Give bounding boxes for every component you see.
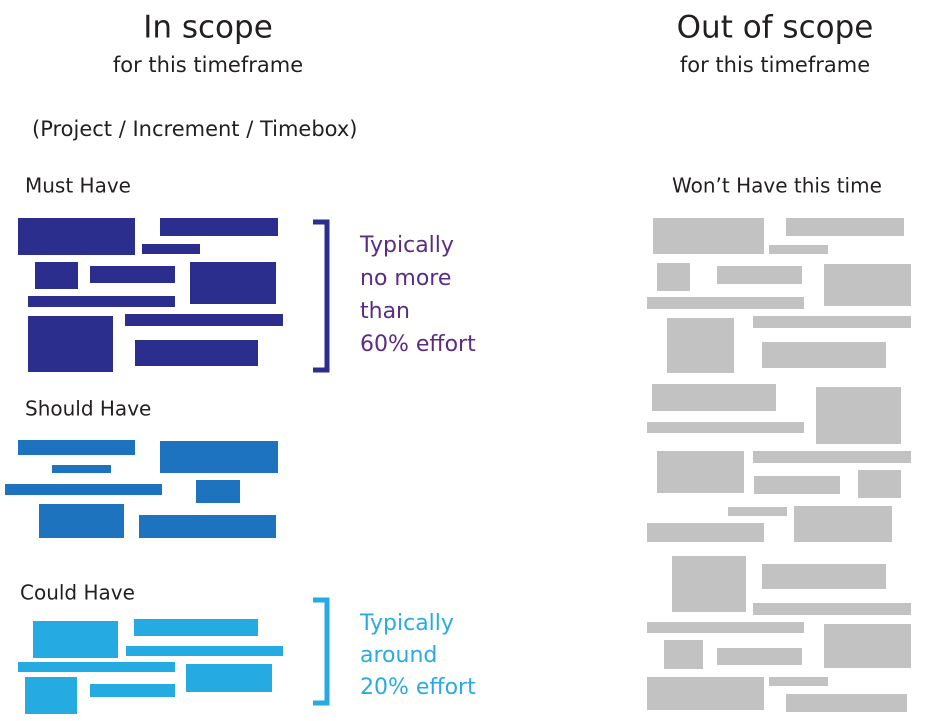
wont-block	[653, 218, 764, 254]
must-bracket	[313, 219, 330, 373]
wont-block	[647, 622, 804, 633]
must-block	[190, 262, 276, 304]
scope-note: (Project / Increment / Timebox)	[32, 117, 358, 141]
should-block	[18, 440, 135, 455]
wont-block	[672, 556, 746, 612]
should-block	[39, 504, 124, 538]
wont-block	[647, 523, 764, 542]
wont-block	[754, 476, 840, 494]
could-block	[90, 684, 175, 697]
must-annotation: Typically	[359, 233, 454, 258]
could-block	[186, 664, 272, 692]
must-block	[142, 244, 200, 254]
out-scope-title: Out of scope	[677, 10, 874, 46]
wont-block	[769, 245, 828, 254]
wont-block	[647, 677, 764, 710]
could-block	[33, 621, 118, 658]
wont-block	[664, 640, 703, 669]
must-annotation: 60% effort	[360, 332, 476, 357]
could-block	[18, 662, 175, 672]
could-bracket	[313, 597, 330, 706]
wont-block	[762, 564, 886, 589]
must-annotation: no more	[360, 266, 451, 291]
wont-block	[794, 506, 892, 542]
wont-block	[824, 264, 911, 306]
wont-block	[657, 263, 690, 291]
wont-block	[786, 694, 907, 712]
must-block	[160, 218, 278, 236]
must-annotation: than	[360, 299, 410, 324]
in-scope-title: In scope	[143, 10, 273, 46]
should-block	[160, 441, 278, 473]
wont-block	[717, 266, 802, 284]
wont-block	[647, 297, 804, 309]
wont-block	[717, 648, 802, 665]
must-block	[28, 316, 113, 372]
wont-block	[753, 316, 911, 328]
wont-block	[769, 677, 828, 686]
could-annotation: Typically	[359, 611, 454, 636]
out-scope-subtitle: for this timeframe	[680, 53, 870, 77]
wont-block	[824, 624, 911, 668]
wont-block	[728, 507, 787, 516]
should-block	[196, 480, 240, 503]
must-block	[28, 296, 175, 307]
could-block	[25, 677, 77, 714]
should-block	[139, 515, 276, 538]
could-block	[134, 619, 258, 636]
should-have-label: Should Have	[25, 397, 151, 421]
wont-block	[858, 470, 901, 498]
must-have-label: Must Have	[25, 174, 131, 198]
wont-block	[753, 603, 911, 615]
blocks	[5, 218, 911, 714]
wont-block	[786, 218, 904, 236]
wont-block	[652, 384, 776, 411]
could-block	[126, 646, 283, 656]
could-annotation: 20% effort	[360, 675, 476, 700]
should-block	[5, 484, 162, 495]
could-annotation: around	[360, 643, 437, 668]
wont-block	[762, 342, 886, 368]
must-block	[18, 218, 135, 255]
must-block	[90, 266, 175, 283]
wont-block	[647, 422, 804, 433]
wont-block	[667, 318, 734, 373]
must-block	[135, 340, 258, 366]
could-have-label: Could Have	[20, 581, 135, 605]
should-block	[52, 465, 111, 473]
in-scope-subtitle: for this timeframe	[113, 53, 303, 77]
wont-block	[753, 451, 911, 463]
wont-block	[657, 451, 744, 493]
must-block	[35, 262, 78, 289]
wont-have-label: Won’t Have this time	[672, 174, 882, 198]
wont-block	[816, 387, 901, 444]
must-block	[125, 314, 283, 326]
